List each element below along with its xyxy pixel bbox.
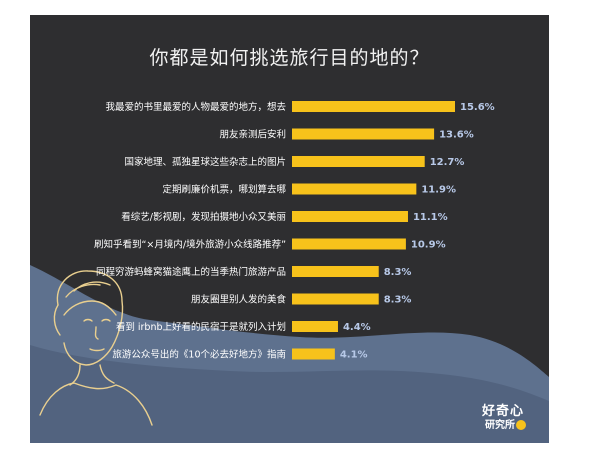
value-label: 12.7% — [430, 157, 465, 168]
person-illustration — [39, 270, 153, 426]
value-label: 10.9% — [411, 240, 446, 251]
value-label: 15.6% — [460, 102, 495, 113]
infographic-poster: 你都是如何挑选旅行目的地的？ 我最爱的书里最爱的人物最爱的地方，想去 15.6% 朋… — [30, 15, 549, 443]
bars-group: 我最爱的书里最爱的人物最爱的地方，想去 15.6% 朋友亲测后安利 13.6% 国家地理… — [94, 101, 495, 361]
brand-line-1: 好奇心 — [482, 404, 525, 419]
brand-line-2: 研究所 — [485, 420, 515, 431]
bar — [292, 211, 408, 222]
value-label: 11.1% — [413, 212, 448, 223]
value-label: 11.9% — [421, 185, 456, 196]
bar — [292, 348, 335, 360]
mountain-shape-dark — [30, 345, 549, 443]
value-label: 13.6% — [439, 130, 474, 141]
value-label: 8.3% — [384, 295, 412, 306]
value-label: 4.4% — [343, 322, 371, 333]
category-label: 朋友圈里别人发的美食 — [191, 294, 287, 306]
bar — [292, 293, 379, 305]
category-label: 看到 irbnb上好看的民宿于是就列入计划 — [116, 321, 286, 333]
category-label: 我最爱的书里最爱的人物最爱的地方，想去 — [105, 101, 286, 113]
chart-title: 你都是如何挑选旅行目的地的？ — [149, 47, 430, 69]
brand-badge-icon — [516, 420, 526, 430]
bar — [292, 183, 417, 195]
category-label: 国家地理、孤独星球这些杂志上的图片 — [124, 156, 286, 168]
bar — [292, 128, 435, 140]
category-label: 定期刷廉价机票，哪划算去哪 — [162, 184, 286, 196]
bar — [292, 238, 406, 250]
bar — [292, 266, 379, 277]
category-label: 朋友亲测后安利 — [219, 129, 286, 141]
brand-logo: 好奇心 研究所 — [482, 405, 526, 433]
bar — [292, 321, 338, 332]
category-label: 同程穷游蚂蜂窝猫途鹰上的当季热门旅游产品 — [96, 266, 286, 278]
bar — [292, 101, 455, 112]
category-label: 看综艺/影视剧，发现拍摄地小众又美丽 — [121, 211, 286, 223]
category-label: 刷知乎看到“×月境内/境外旅游小众线路推荐” — [94, 239, 286, 251]
value-label: 8.3% — [384, 267, 412, 278]
category-label: 旅游公众号出的《10个必去好地方》指南 — [112, 349, 286, 361]
value-label: 4.1% — [340, 350, 368, 361]
bar — [292, 156, 425, 167]
bar-chart: 我最爱的书里最爱的人物最爱的地方，想去 15.6% 朋友亲测后安利 13.6% 国家地理… — [30, 101, 549, 443]
